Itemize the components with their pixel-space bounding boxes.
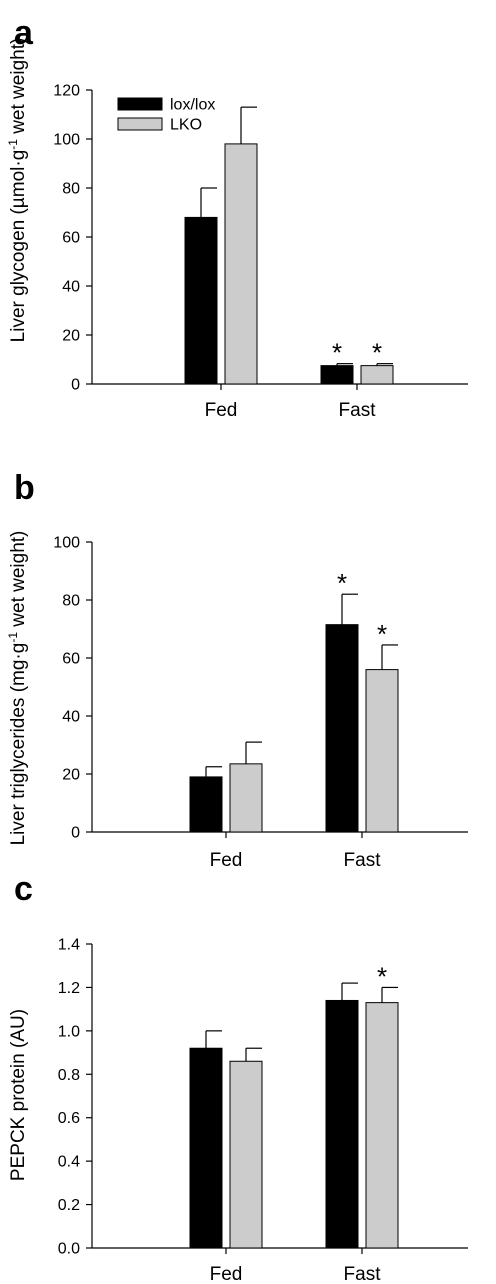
bar-lox-lox — [189, 776, 223, 833]
y-tick-label: 60 — [62, 651, 80, 668]
significance-star: * — [377, 961, 387, 991]
y-tick-label: 40 — [62, 709, 80, 726]
y-axis-label: Liver triglycerides (mg·g-1 wet weight) — [6, 531, 29, 846]
y-tick-label: 80 — [62, 181, 80, 198]
significance-star: * — [337, 568, 347, 598]
bar-lko — [360, 365, 394, 385]
legend-swatch — [117, 117, 163, 131]
y-tick-label: 0.6 — [58, 1110, 80, 1127]
y-tick-label: 60 — [62, 230, 80, 247]
legend-label: lox/lox — [170, 97, 215, 114]
y-tick-label: 40 — [62, 279, 80, 296]
y-axis-label-main: Liver triglycerides (mg·g — [8, 643, 29, 846]
y-tick-label: 0 — [71, 825, 80, 842]
y-axis-label-main: PEPCK protein (AU) — [8, 1009, 29, 1181]
bar-lox-lox — [325, 999, 359, 1249]
bar-lko — [229, 1060, 263, 1249]
significance-star: * — [377, 619, 387, 649]
y-tick-label: 100 — [53, 535, 80, 552]
panel-letter: b — [14, 469, 35, 507]
bar-lox-lox — [189, 1047, 223, 1249]
chart-panel-c: c 0.0 0.2 0.4 0.6 0.8 1.0 1.2 1.4 Fed Fast PEPCK pr… — [8, 870, 468, 1284]
x-category-label: Fast — [344, 1264, 382, 1284]
y-tick-label: 1.2 — [58, 980, 80, 997]
x-category-label: Fed — [210, 1264, 243, 1284]
x-category-label: Fed — [210, 850, 243, 871]
legend-swatch — [117, 97, 163, 111]
chart-panel-a: a 0 20 40 60 80 100 120 Fed Fast Liver glycogen (µ… — [6, 14, 468, 421]
y-tick-label: 120 — [53, 83, 80, 100]
y-tick-label: 0.8 — [58, 1067, 80, 1084]
y-axis-label-superscript: -1 — [6, 139, 20, 150]
significance-star: * — [372, 338, 382, 368]
bar-lko — [365, 669, 399, 833]
y-tick-label: 1.0 — [58, 1023, 80, 1040]
y-axis-label: PEPCK protein (AU) — [8, 1009, 29, 1181]
x-category-label: Fast — [339, 400, 377, 421]
y-tick-label: 1.4 — [58, 937, 80, 954]
y-tick-label: 20 — [62, 328, 80, 345]
chart-panel-b: b 0 20 40 60 80 100 Fed Fast Liver triglycerides … — [6, 469, 468, 871]
y-axis-label-tail: wet weight) — [8, 38, 29, 139]
y-tick-label: 80 — [62, 593, 80, 610]
significance-star: * — [332, 338, 342, 368]
x-category-label: Fed — [205, 400, 238, 421]
y-tick-label: 0 — [71, 377, 80, 394]
bar-lox-lox — [325, 624, 359, 833]
y-axis-label-tail: wet weight) — [8, 531, 29, 632]
panel-letter: c — [14, 870, 33, 908]
y-tick-label: 100 — [53, 132, 80, 149]
y-tick-label: 0.2 — [58, 1197, 80, 1214]
bar-lox-lox — [184, 216, 218, 385]
y-axis-label-main: Liver glycogen (µmol·g — [8, 150, 29, 343]
bar-lko — [229, 763, 263, 833]
bar-lko — [365, 1002, 399, 1249]
panel-letter: a — [14, 14, 34, 52]
bar-lko — [224, 143, 258, 385]
bar-lox-lox — [320, 365, 354, 385]
y-axis-label: Liver glycogen (µmol·g-1 wet weight) — [6, 38, 29, 343]
legend-label: LKO — [170, 117, 202, 134]
y-tick-label: 0.0 — [58, 1241, 80, 1258]
y-tick-label: 20 — [62, 767, 80, 784]
y-tick-label: 0.4 — [58, 1154, 80, 1171]
y-axis-label-superscript: -1 — [6, 632, 20, 643]
x-category-label: Fast — [344, 850, 382, 871]
